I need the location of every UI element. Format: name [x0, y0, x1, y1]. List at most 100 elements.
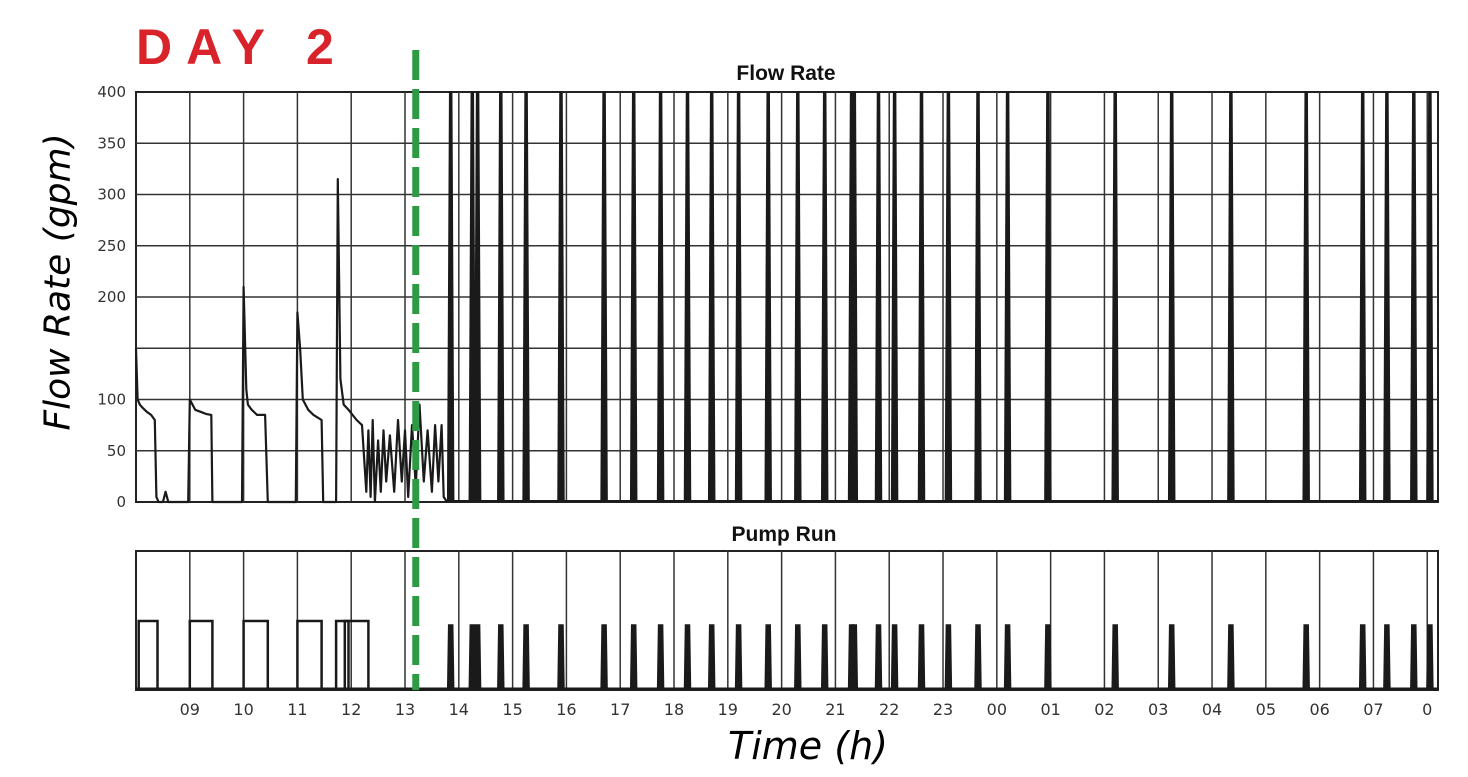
pump-short-pulse [890, 624, 899, 691]
flow-rate-spike [1111, 91, 1119, 503]
y-tick-label: 250 [97, 237, 126, 255]
pump-short-pulse [734, 624, 743, 691]
x-tick-label: 01 [1040, 700, 1060, 719]
pump-short-pulse [1003, 624, 1012, 691]
pump-short-pulse [850, 624, 859, 691]
flow-rate-spike [600, 91, 608, 503]
pump-short-pulse [1111, 624, 1119, 691]
pump-short-pulse [974, 624, 982, 691]
pump-short-pulse [1302, 624, 1310, 691]
flow-rate-spike [820, 91, 829, 503]
x-tick-label: 23 [933, 700, 953, 719]
pump-short-pulse [1227, 624, 1235, 691]
flow-rate-spike [850, 91, 859, 503]
flow-rate-spike [944, 91, 953, 503]
flow-rate-spike [497, 91, 505, 503]
flow-rate-spike [734, 91, 743, 503]
y-tick-label: 300 [97, 186, 126, 204]
x-tick-label: 15 [502, 700, 522, 719]
x-tick-label: 00 [987, 700, 1007, 719]
x-tick-label: 14 [449, 700, 469, 719]
y-axis-label-text: Flow Rate (gpm) [37, 133, 79, 431]
pump-short-pulse [1410, 624, 1418, 691]
flow-rate-spike [890, 91, 899, 503]
flow-rate-spike [1044, 91, 1052, 503]
pump-short-pulse [820, 624, 829, 691]
x-tick-label: 13 [395, 700, 415, 719]
flow-rate-spike [1167, 91, 1176, 503]
pump-short-pulse [764, 624, 772, 691]
flow-rate-spike [1410, 91, 1418, 503]
y-tick-label: 50 [107, 442, 126, 460]
pump-short-pulse [656, 624, 665, 691]
pump-on-pulse [334, 619, 350, 690]
y-tick-label: 350 [97, 134, 126, 152]
x-tick-label: 19 [718, 700, 738, 719]
flow-rate-spike [874, 91, 883, 503]
flow-rate-spike [522, 91, 530, 503]
pump-short-pulse [917, 624, 926, 691]
day-label: DAY 2 [136, 19, 348, 75]
x-tick-label: 05 [1256, 700, 1276, 719]
x-tick-label: 09 [180, 700, 200, 719]
pump-run-title: Pump Run [731, 523, 837, 546]
x-tick-label: 17 [610, 700, 630, 719]
pump-short-pulse [446, 624, 455, 691]
pump-short-pulse [944, 624, 953, 691]
pump-short-pulse [1044, 624, 1052, 691]
x-tick-label: 0 [1422, 700, 1432, 719]
pump-short-pulse [473, 624, 482, 691]
flow-rate-spike [974, 91, 982, 503]
pump-short-pulse [629, 624, 638, 691]
x-axis-label: Time (h) [728, 724, 888, 768]
x-tick-label: 10 [233, 700, 253, 719]
y-tick-label: 0 [116, 493, 126, 511]
flow-rate-spike [1383, 91, 1391, 503]
pump-on-pulse [242, 619, 270, 690]
pump-run-panel: 09 10 11 12 13 14 15 16 17 18 19 20 21 22 23 00 01 02 03 04… [135, 550, 1439, 719]
pump-short-pulse [522, 624, 530, 691]
pump-short-pulse [1426, 624, 1434, 691]
flow-rate-spike [1426, 91, 1434, 503]
pump-short-pulse [557, 624, 565, 691]
pump-short-pulse [1167, 624, 1176, 691]
flow-rate-spike [1003, 91, 1012, 503]
pump-short-pulse [707, 624, 716, 691]
x-tick-label: 02 [1094, 700, 1114, 719]
flow-rate-spike [557, 91, 565, 503]
pump-on-pulse [137, 619, 159, 690]
x-tick-label: 20 [771, 700, 791, 719]
flow-rate-spike [764, 91, 772, 503]
x-tick-label: 07 [1363, 700, 1383, 719]
y-tick-label: 200 [97, 288, 126, 306]
pump-on-pulse [343, 619, 370, 690]
flow-rate-spike [794, 91, 802, 503]
flow-rate-series-line [134, 178, 448, 504]
flow-rate-spike [468, 91, 477, 503]
flow-rate-spike [446, 91, 455, 503]
pump-short-pulse [1358, 624, 1367, 691]
x-tick-label: 21 [825, 700, 845, 719]
x-tick-label: 03 [1148, 700, 1168, 719]
pump-short-pulse [683, 624, 692, 691]
x-tick-label: 04 [1202, 700, 1222, 719]
pump-on-pulse [296, 619, 323, 690]
x-tick-label: 18 [664, 700, 684, 719]
flow-rate-spike [629, 91, 638, 503]
pump-plot-frame [135, 550, 1439, 691]
y-tick-label: 400 [97, 83, 126, 101]
flow-rate-spike [656, 91, 665, 503]
flow-rate-title: Flow Rate [736, 62, 836, 85]
y-tick-label: 100 [97, 391, 126, 409]
pump-short-pulse [497, 624, 505, 691]
pump-short-pulse [794, 624, 802, 691]
x-tick-label: 06 [1309, 700, 1329, 719]
flow-rate-spike [683, 91, 692, 503]
flow-rate-spike [917, 91, 926, 503]
pump-short-pulse [1383, 624, 1391, 691]
flow-rate-spike [1227, 91, 1235, 503]
x-tick-label: 16 [556, 700, 576, 719]
pump-short-pulse [874, 624, 883, 691]
